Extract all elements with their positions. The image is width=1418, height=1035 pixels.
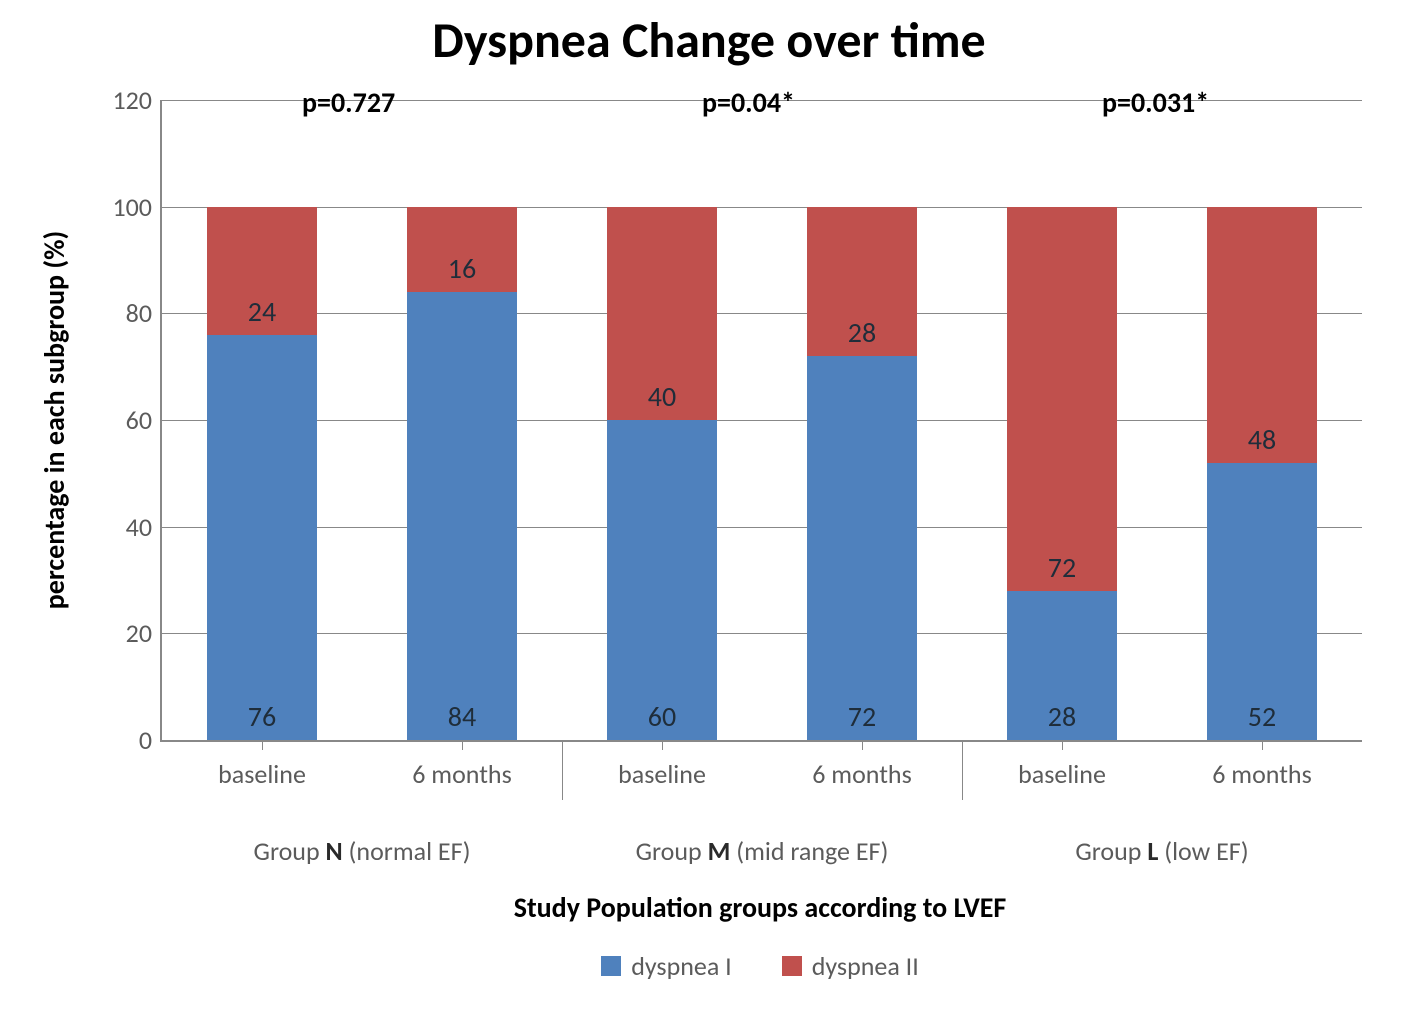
y-tick-label: 40: [126, 511, 162, 543]
bar-value-label: 52: [1207, 699, 1317, 734]
x-tick-mark: [1062, 740, 1063, 750]
bar-segment-dyspnea-I: 28: [1007, 591, 1117, 740]
bar: 28 72: [1007, 100, 1117, 740]
legend-swatch: [601, 956, 621, 976]
group-label: Group L (low EF): [962, 835, 1362, 867]
legend-swatch: [782, 956, 802, 976]
x-tick-mark: [1262, 740, 1263, 750]
bar: 72 28: [807, 100, 917, 740]
legend: dyspnea I dyspnea II: [160, 950, 1360, 982]
timepoint-label: baseline: [962, 758, 1162, 790]
gridline: [162, 313, 1362, 314]
bar-value-label: 72: [1007, 550, 1117, 585]
bar: 76 24: [207, 100, 317, 740]
x-axis-title: Study Population groups according to LVE…: [160, 890, 1360, 925]
bar-segment-dyspnea-II: 72: [1007, 207, 1117, 591]
y-tick-label: 60: [126, 404, 162, 436]
bar-value-label: 28: [807, 315, 917, 350]
y-tick-label: 80: [126, 297, 162, 329]
bar-segment-dyspnea-II: 40: [607, 207, 717, 420]
y-axis-title: percentage in each subgroup (%): [37, 231, 72, 610]
bar-value-label: 72: [807, 699, 917, 734]
bar-segment-dyspnea-I: 76: [207, 335, 317, 740]
group-divider: [962, 740, 963, 800]
bar-segment-dyspnea-II: 16: [407, 207, 517, 292]
y-tick-label: 20: [126, 617, 162, 649]
gridline: [162, 633, 1362, 634]
timepoint-label: baseline: [562, 758, 762, 790]
bar: 52 48: [1207, 100, 1317, 740]
gridline: [162, 527, 1362, 528]
timepoint-label: 6 months: [1162, 758, 1362, 790]
bar-value-label: 40: [607, 379, 717, 414]
bar-value-label: 48: [1207, 422, 1317, 457]
bar-segment-dyspnea-I: 52: [1207, 463, 1317, 740]
bar-value-label: 24: [207, 294, 317, 329]
p-value-annotation: p=0.031*: [1102, 85, 1209, 120]
group-label: Group M (mid range EF): [562, 835, 962, 867]
chart-title: Dyspnea Change over time: [0, 10, 1418, 71]
y-tick-label: 100: [112, 191, 162, 223]
bar-value-label: 16: [407, 251, 517, 286]
x-tick-mark: [262, 740, 263, 750]
bar: 60 40: [607, 100, 717, 740]
bar-segment-dyspnea-II: 24: [207, 207, 317, 335]
x-tick-mark: [462, 740, 463, 750]
legend-item: dyspnea II: [782, 950, 919, 982]
gridline: [162, 420, 1362, 421]
bar-segment-dyspnea-I: 72: [807, 356, 917, 740]
group-label: Group N (normal EF): [162, 835, 562, 867]
bar-value-label: 60: [607, 699, 717, 734]
timepoint-label: 6 months: [762, 758, 962, 790]
legend-label: dyspnea II: [812, 950, 919, 982]
x-tick-mark: [662, 740, 663, 750]
bar: 84 16: [407, 100, 517, 740]
legend-label: dyspnea I: [631, 950, 732, 982]
bar-value-label: 84: [407, 699, 517, 734]
group-divider: [562, 740, 563, 800]
x-tick-mark: [862, 740, 863, 750]
timepoint-label: 6 months: [362, 758, 562, 790]
legend-item: dyspnea I: [601, 950, 732, 982]
bar-value-label: 76: [207, 699, 317, 734]
bar-segment-dyspnea-II: 28: [807, 207, 917, 356]
y-tick-label: 0: [139, 724, 162, 756]
timepoint-label: baseline: [162, 758, 362, 790]
plot-area: percentage in each subgroup (%) 02040608…: [160, 100, 1362, 742]
bar-segment-dyspnea-II: 48: [1207, 207, 1317, 463]
bar-segment-dyspnea-I: 84: [407, 292, 517, 740]
bar-segment-dyspnea-I: 60: [607, 420, 717, 740]
bar-value-label: 28: [1007, 699, 1117, 734]
gridline: [162, 207, 1362, 208]
chart-container: Dyspnea Change over time percentage in e…: [0, 0, 1418, 1035]
y-tick-label: 120: [112, 84, 162, 116]
